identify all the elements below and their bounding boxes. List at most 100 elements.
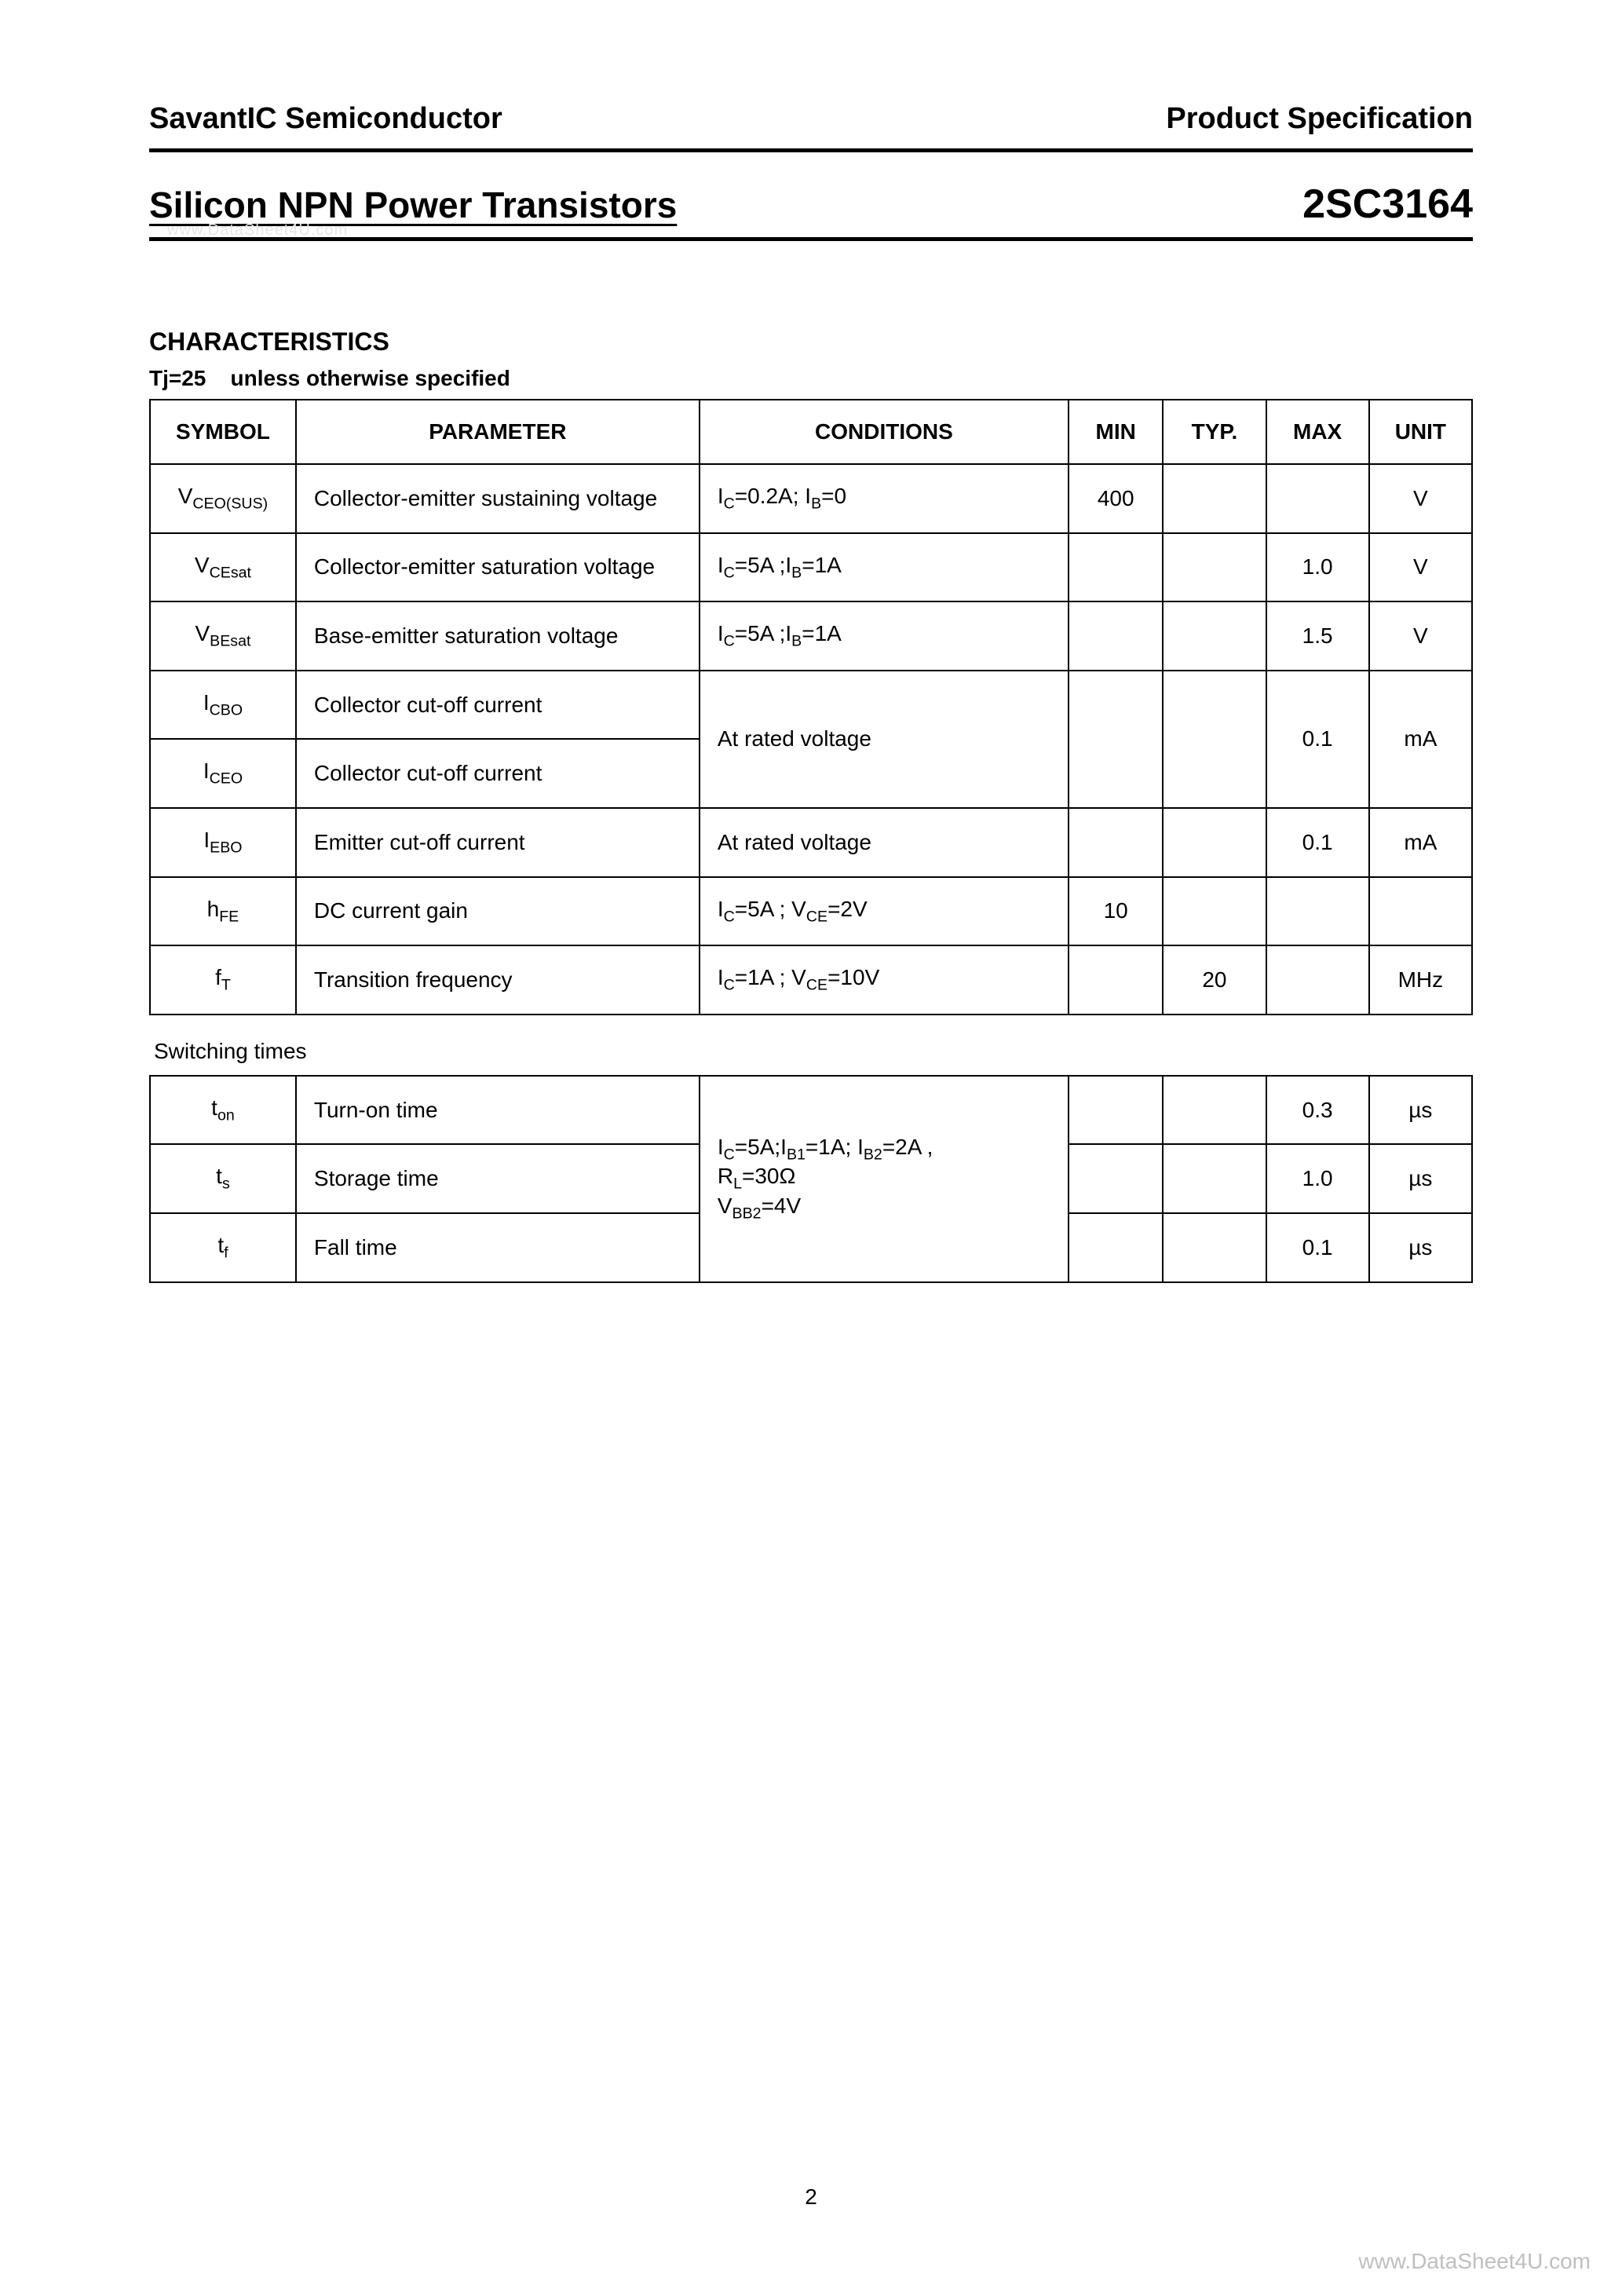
cell-max: 0.1 bbox=[1266, 808, 1369, 877]
cell-max bbox=[1266, 945, 1369, 1015]
cell-parameter: Collector cut-off current bbox=[296, 671, 700, 740]
cell-min bbox=[1069, 601, 1163, 671]
cell-symbol: hFE bbox=[150, 877, 296, 946]
cell-symbol: ton bbox=[150, 1076, 296, 1145]
cell-parameter: Collector-emitter sustaining voltage bbox=[296, 464, 700, 533]
th-typ: TYP. bbox=[1163, 400, 1266, 464]
cell-symbol: IEBO bbox=[150, 808, 296, 877]
table-header-row: SYMBOL PARAMETER CONDITIONS MIN TYP. MAX… bbox=[150, 400, 1472, 464]
watermark-top: www.DataSheet4U.com bbox=[167, 221, 348, 239]
page-title: Silicon NPN Power Transistors bbox=[149, 184, 677, 226]
cell-max bbox=[1266, 464, 1369, 533]
cell-symbol: tf bbox=[150, 1213, 296, 1282]
cell-unit: V bbox=[1369, 533, 1472, 602]
cell-parameter: Turn-on time bbox=[296, 1076, 700, 1145]
cell-unit: µs bbox=[1369, 1144, 1472, 1213]
cell-symbol: ICEO bbox=[150, 739, 296, 808]
th-unit: UNIT bbox=[1369, 400, 1472, 464]
th-symbol: SYMBOL bbox=[150, 400, 296, 464]
cell-typ bbox=[1163, 601, 1266, 671]
section-heading: CHARACTERISTICS bbox=[149, 327, 1473, 356]
cell-typ bbox=[1163, 671, 1266, 808]
cell-parameter: DC current gain bbox=[296, 877, 700, 946]
cell-min bbox=[1069, 671, 1163, 808]
table-row: VCEsat Collector-emitter saturation volt… bbox=[150, 533, 1472, 602]
cell-max: 1.0 bbox=[1266, 1144, 1369, 1213]
cell-parameter: Transition frequency bbox=[296, 945, 700, 1015]
cell-min bbox=[1069, 533, 1163, 602]
footer-link: www.DataSheet4U.com bbox=[1358, 2249, 1591, 2274]
cell-unit: V bbox=[1369, 464, 1472, 533]
cell-symbol: VCEO(SUS) bbox=[150, 464, 296, 533]
tj-line: Tj=25 unless otherwise specified bbox=[149, 366, 1473, 391]
th-max: MAX bbox=[1266, 400, 1369, 464]
cell-symbol: fT bbox=[150, 945, 296, 1015]
tj-note: unless otherwise specified bbox=[231, 366, 510, 390]
cell-max: 0.1 bbox=[1266, 671, 1369, 808]
header-rule bbox=[149, 148, 1473, 152]
table-row: hFE DC current gain IC=5A ; VCE=2V 10 bbox=[150, 877, 1472, 946]
cell-parameter: Fall time bbox=[296, 1213, 700, 1282]
cell-parameter: Collector cut-off current bbox=[296, 739, 700, 808]
cell-typ: 20 bbox=[1163, 945, 1266, 1015]
cell-unit: mA bbox=[1369, 808, 1472, 877]
table-row: VCEO(SUS) Collector-emitter sustaining v… bbox=[150, 464, 1472, 533]
cell-conditions: At rated voltage bbox=[700, 808, 1069, 877]
cell-conditions: IC=0.2A; IB=0 bbox=[700, 464, 1069, 533]
cell-min: 400 bbox=[1069, 464, 1163, 533]
cell-min bbox=[1069, 808, 1163, 877]
cell-min bbox=[1069, 1213, 1163, 1282]
cell-typ bbox=[1163, 533, 1266, 602]
cell-conditions: IC=5A ; VCE=2V bbox=[700, 877, 1069, 946]
cell-min: 10 bbox=[1069, 877, 1163, 946]
characteristics-table: SYMBOL PARAMETER CONDITIONS MIN TYP. MAX… bbox=[149, 399, 1473, 1015]
cell-conditions: IC=5A ;IB=1A bbox=[700, 601, 1069, 671]
cell-symbol: ts bbox=[150, 1144, 296, 1213]
spec-label: Product Specification bbox=[1166, 102, 1473, 136]
cell-typ bbox=[1163, 808, 1266, 877]
switching-times-label: Switching times bbox=[149, 1039, 1473, 1064]
cell-parameter: Emitter cut-off current bbox=[296, 808, 700, 877]
part-number: 2SC3164 bbox=[1302, 181, 1473, 228]
cell-typ bbox=[1163, 464, 1266, 533]
cell-typ bbox=[1163, 1213, 1266, 1282]
cell-unit: mA bbox=[1369, 671, 1472, 808]
cell-conditions: IC=1A ; VCE=10V bbox=[700, 945, 1069, 1015]
cell-conditions: At rated voltage bbox=[700, 671, 1069, 808]
cell-unit: MHz bbox=[1369, 945, 1472, 1015]
tj-label: Tj=25 bbox=[149, 366, 206, 390]
cell-symbol: VBEsat bbox=[150, 601, 296, 671]
cell-parameter: Storage time bbox=[296, 1144, 700, 1213]
cell-unit: µs bbox=[1369, 1213, 1472, 1282]
cell-unit bbox=[1369, 877, 1472, 946]
cell-max: 1.5 bbox=[1266, 601, 1369, 671]
switching-table: ton Turn-on time IC=5A;IB1=1A; IB2=2A ,R… bbox=[149, 1075, 1473, 1283]
table-row: VBEsat Base-emitter saturation voltage I… bbox=[150, 601, 1472, 671]
table-row: IEBO Emitter cut-off current At rated vo… bbox=[150, 808, 1472, 877]
th-parameter: PARAMETER bbox=[296, 400, 700, 464]
cell-typ bbox=[1163, 877, 1266, 946]
cell-parameter: Collector-emitter saturation voltage bbox=[296, 533, 700, 602]
cell-typ bbox=[1163, 1076, 1266, 1145]
cell-unit: V bbox=[1369, 601, 1472, 671]
table-row: ton Turn-on time IC=5A;IB1=1A; IB2=2A ,R… bbox=[150, 1076, 1472, 1145]
table-row: ICBO Collector cut-off current At rated … bbox=[150, 671, 1472, 740]
cell-conditions: IC=5A;IB1=1A; IB2=2A ,RL=30ΩVBB2=4V bbox=[700, 1076, 1069, 1282]
cell-conditions: IC=5A ;IB=1A bbox=[700, 533, 1069, 602]
cell-max bbox=[1266, 877, 1369, 946]
cell-max: 1.0 bbox=[1266, 533, 1369, 602]
cell-min bbox=[1069, 1144, 1163, 1213]
page-number: 2 bbox=[0, 2184, 1622, 2210]
cell-max: 0.1 bbox=[1266, 1213, 1369, 1282]
th-min: MIN bbox=[1069, 400, 1163, 464]
th-conditions: CONDITIONS bbox=[700, 400, 1069, 464]
table-row: fT Transition frequency IC=1A ; VCE=10V … bbox=[150, 945, 1472, 1015]
cell-min bbox=[1069, 1076, 1163, 1145]
cell-symbol: VCEsat bbox=[150, 533, 296, 602]
cell-parameter: Base-emitter saturation voltage bbox=[296, 601, 700, 671]
cell-symbol: ICBO bbox=[150, 671, 296, 740]
cell-unit: µs bbox=[1369, 1076, 1472, 1145]
cell-min bbox=[1069, 945, 1163, 1015]
cell-max: 0.3 bbox=[1266, 1076, 1369, 1145]
company-name: SavantIC Semiconductor bbox=[149, 102, 502, 136]
